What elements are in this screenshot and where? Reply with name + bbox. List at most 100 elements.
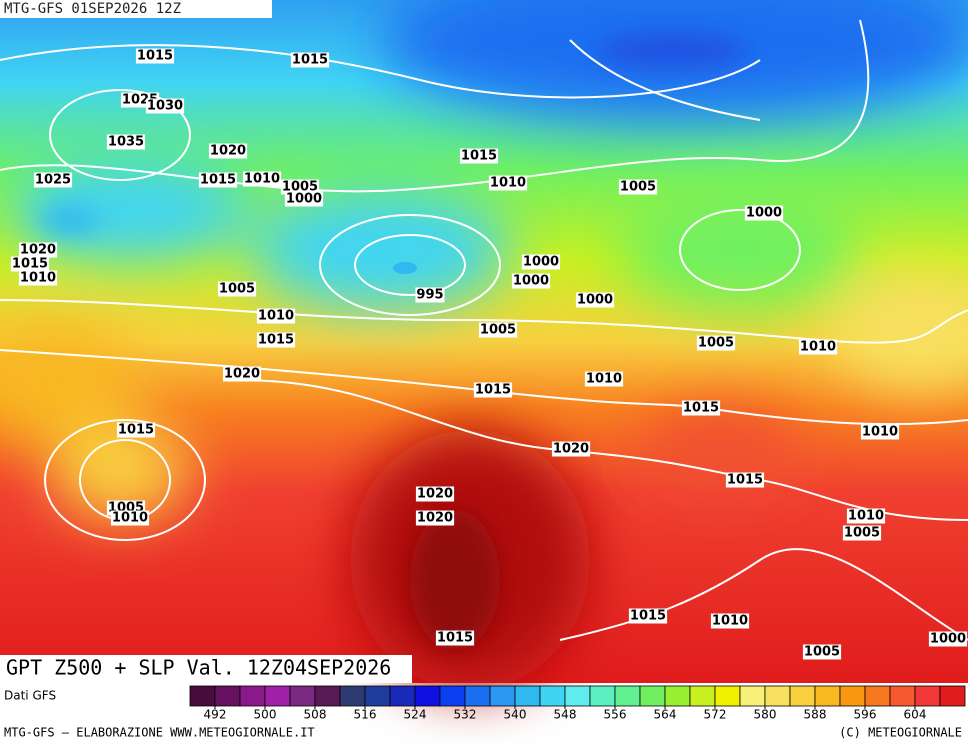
isobar-label: 1010 xyxy=(712,614,748,629)
footer-right: (C) METEOGIORNALE xyxy=(839,726,962,740)
colorbar-swatch xyxy=(664,685,691,707)
colorbar-swatch xyxy=(639,685,666,707)
header-title: MTG-GFS 01SEP2026 12Z xyxy=(4,1,181,17)
isobar-label: 1015 xyxy=(437,631,473,646)
colorbar-label: 532 xyxy=(454,708,477,722)
isobar-label: 1025 xyxy=(35,173,71,188)
isobar-label: 1005 xyxy=(844,526,880,541)
label-bg xyxy=(33,172,73,188)
label-bg xyxy=(575,292,615,308)
colorbar-swatch xyxy=(789,685,816,707)
isobar-label: 1000 xyxy=(286,192,322,207)
colorbar-swatch xyxy=(389,685,416,707)
map-subtitle: GPT Z500 + SLP Val. 12Z04SEP2026 xyxy=(6,656,391,680)
isobar-label: 1005 xyxy=(219,282,255,297)
label-bg xyxy=(290,52,330,68)
colorbar-swatch xyxy=(864,685,891,707)
isobar-label: 1015 xyxy=(118,423,154,438)
isobar-label: 1010 xyxy=(862,425,898,440)
colorbar-label: 524 xyxy=(404,708,427,722)
colorbar-swatch xyxy=(839,685,866,707)
colorbar-swatch xyxy=(764,685,791,707)
isobar-label: 1000 xyxy=(513,274,549,289)
label-bg xyxy=(860,424,900,440)
colorbar-swatch xyxy=(239,685,266,707)
label-bg xyxy=(744,205,784,221)
isobar-label: 1020 xyxy=(553,442,589,457)
colorbar-swatch xyxy=(714,685,741,707)
isobar-label: 1035 xyxy=(108,135,144,150)
isobar-label: 1010 xyxy=(800,340,836,355)
isobar-label: 995 xyxy=(416,288,443,303)
label-bg xyxy=(696,335,736,351)
colorbar-swatch xyxy=(214,685,241,707)
colorbar-swatch xyxy=(539,685,566,707)
colorbar-label: 556 xyxy=(604,708,627,722)
colorbar-swatch xyxy=(564,685,591,707)
isobar-label: 1020 xyxy=(210,144,246,159)
isobar-label: 1005 xyxy=(282,180,318,195)
colorbar-swatch xyxy=(739,685,766,707)
label-bg xyxy=(802,644,842,660)
colorbar-label: 516 xyxy=(354,708,377,722)
colorbar-swatch xyxy=(189,685,216,707)
isobar-label: 1010 xyxy=(20,271,56,286)
colorbar-swatch xyxy=(614,685,641,707)
colorbar-swatch xyxy=(414,685,441,707)
footer-left: MTG-GFS — ELABORAZIONE WWW.METEOGIORNALE… xyxy=(4,726,315,740)
label-bg xyxy=(681,400,721,416)
colorbar-label: 492 xyxy=(204,708,227,722)
label-bg xyxy=(488,175,528,191)
colorbar-swatch xyxy=(364,685,391,707)
isobar-label: 1015 xyxy=(475,383,511,398)
label-bg xyxy=(628,608,668,624)
colorbar-swatch xyxy=(264,685,291,707)
subtitle-box xyxy=(0,655,412,683)
colorbar-swatch xyxy=(514,685,541,707)
label-bg xyxy=(116,422,156,438)
label-bg xyxy=(710,613,750,629)
isobar-label: 1020 xyxy=(20,243,56,258)
isobar-label: 1010 xyxy=(490,176,526,191)
isobars xyxy=(0,19,968,641)
isobar-label: 1010 xyxy=(258,309,294,324)
label-bg xyxy=(217,281,257,297)
colorbar-swatch xyxy=(939,685,966,707)
label-bg xyxy=(511,273,551,289)
isobar-label: 1015 xyxy=(12,257,48,272)
label-bg xyxy=(256,332,296,348)
label-bg xyxy=(198,172,238,188)
isobar-label: 1010 xyxy=(848,509,884,524)
legend-source: Dati GFS xyxy=(4,689,56,703)
colorbar-swatch xyxy=(464,685,491,707)
colorbar-label: 564 xyxy=(654,708,677,722)
colorbar-swatch xyxy=(589,685,616,707)
label-bg xyxy=(521,254,561,270)
label-bg xyxy=(415,486,455,502)
label-bg xyxy=(459,148,499,164)
label-bg xyxy=(618,179,658,195)
label-bg xyxy=(110,510,150,526)
isobar-label: 1030 xyxy=(147,99,183,114)
isobar-label: 1005 xyxy=(620,180,656,195)
colorbar-swatch xyxy=(439,685,466,707)
isobar-label: 1015 xyxy=(200,173,236,188)
label-bg xyxy=(284,191,324,207)
label-bg xyxy=(584,371,624,387)
colorbar-label: 540 xyxy=(504,708,527,722)
label-bg xyxy=(473,382,513,398)
isobar-label: 1000 xyxy=(577,293,613,308)
colorbar: 492 500 508 516 524 532 540 548 556 564 572 580 588 5… xyxy=(189,685,966,722)
isobar-label: 1005 xyxy=(480,323,516,338)
label-bg xyxy=(222,366,262,382)
isobar-label: 1015 xyxy=(292,53,328,68)
label-bg xyxy=(208,143,248,159)
isobar-label: 1015 xyxy=(461,149,497,164)
label-bg xyxy=(928,631,968,647)
isobar-label: 1020 xyxy=(224,367,260,382)
label-bg xyxy=(10,256,50,272)
label-bg xyxy=(478,322,518,338)
isobar-label: 1010 xyxy=(112,511,148,526)
